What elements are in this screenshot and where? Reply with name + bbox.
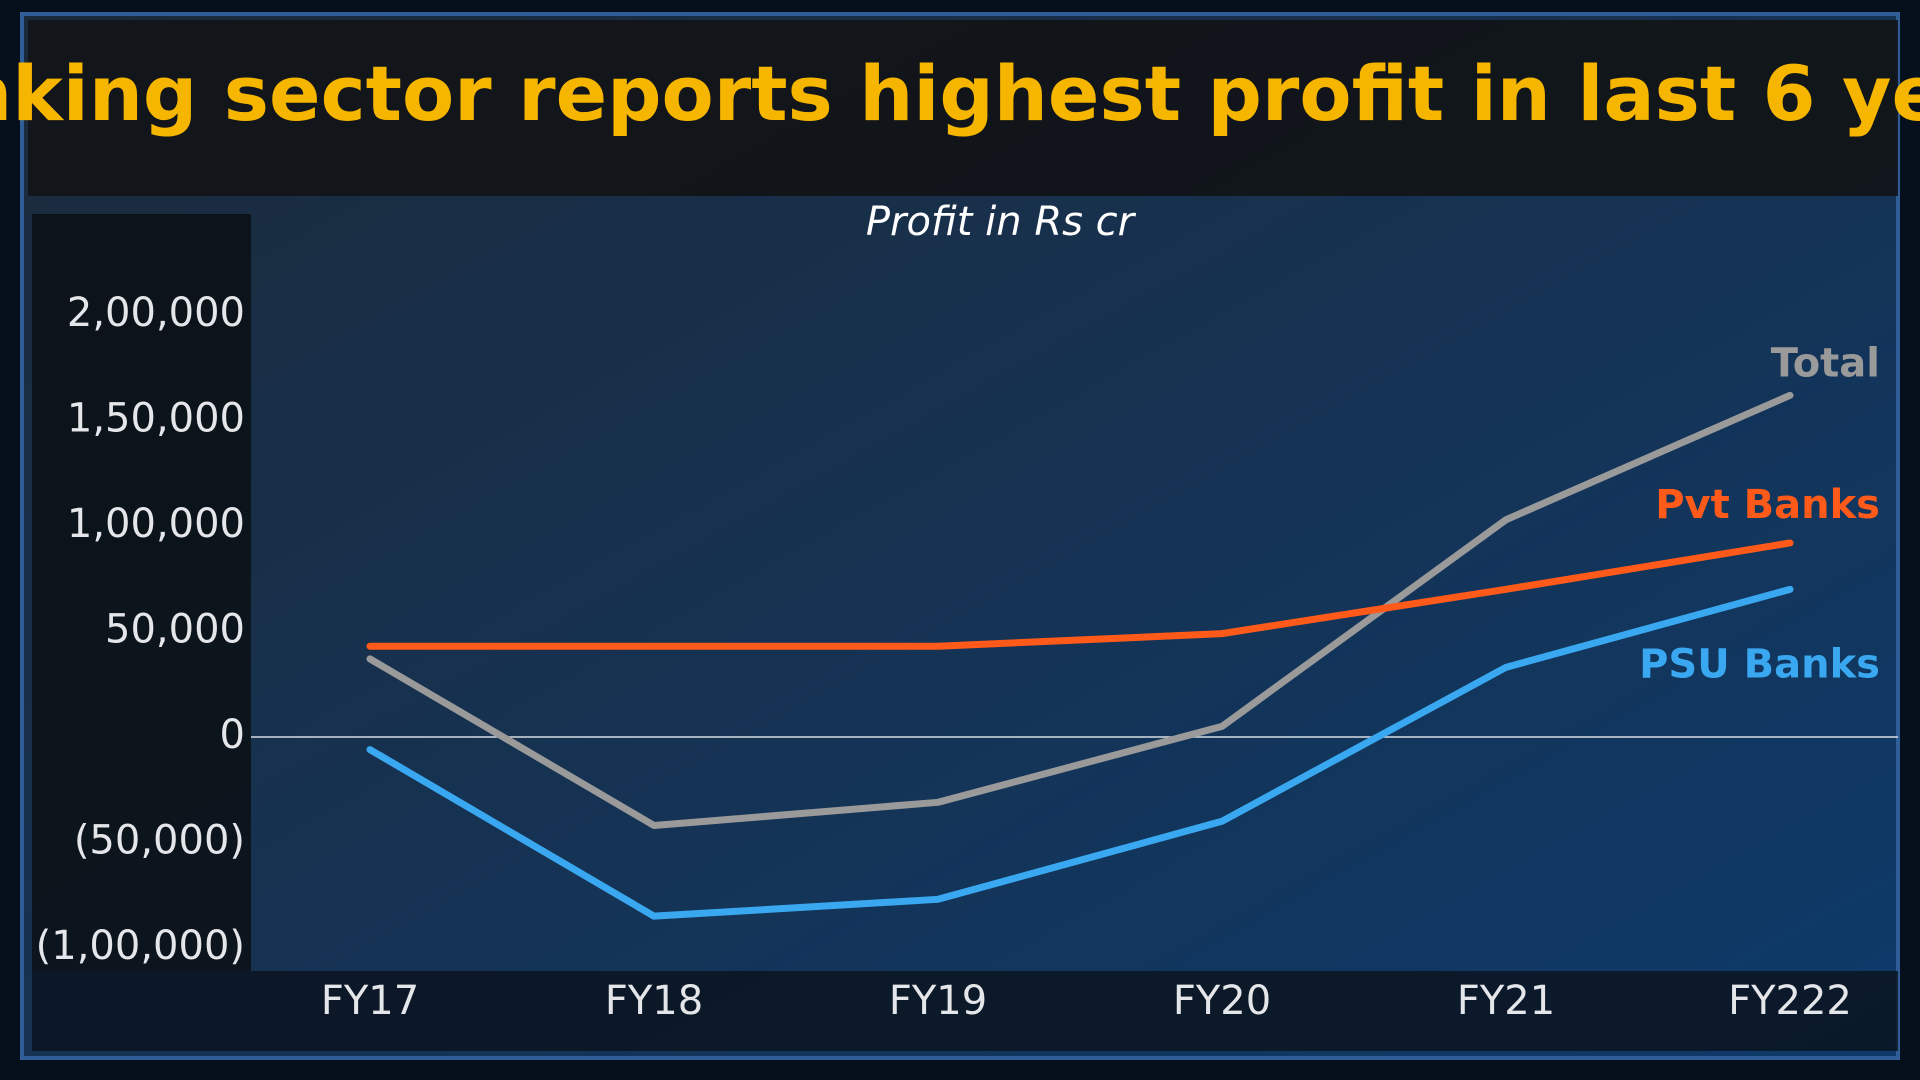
y-tick-label: 1,00,000 — [67, 501, 245, 547]
x-tick-label: FY222 — [1728, 978, 1852, 1024]
x-tick-label: FY17 — [321, 978, 419, 1024]
y-tick-label: (50,000) — [74, 817, 245, 863]
y-tick-label: (1,00,000) — [36, 923, 245, 969]
x-tick-label: FY21 — [1457, 978, 1555, 1024]
x-tick-label: FY19 — [889, 978, 987, 1024]
series-label: Pvt Banks — [1655, 482, 1880, 528]
x-tick-label: FY20 — [1173, 978, 1271, 1024]
y-tick-label: 0 — [220, 712, 245, 758]
series-label: Total — [1771, 340, 1880, 386]
x-axis-band — [32, 971, 1898, 1051]
series-line — [366, 539, 1794, 650]
series-line — [366, 391, 1794, 830]
axis-panel — [32, 214, 251, 971]
series-label: PSU Banks — [1639, 641, 1880, 687]
y-tick-label: 1,50,000 — [67, 396, 245, 442]
y-tick-label: 50,000 — [105, 607, 245, 653]
chart-title: Banking sector reports highest profit in… — [0, 49, 1920, 138]
y-tick-label: 2,00,000 — [67, 290, 245, 336]
chart-subtitle: Profit in Rs cr — [866, 199, 1137, 245]
x-tick-label: FY18 — [605, 978, 703, 1024]
title-band — [28, 20, 1898, 196]
series-line — [366, 585, 1794, 920]
